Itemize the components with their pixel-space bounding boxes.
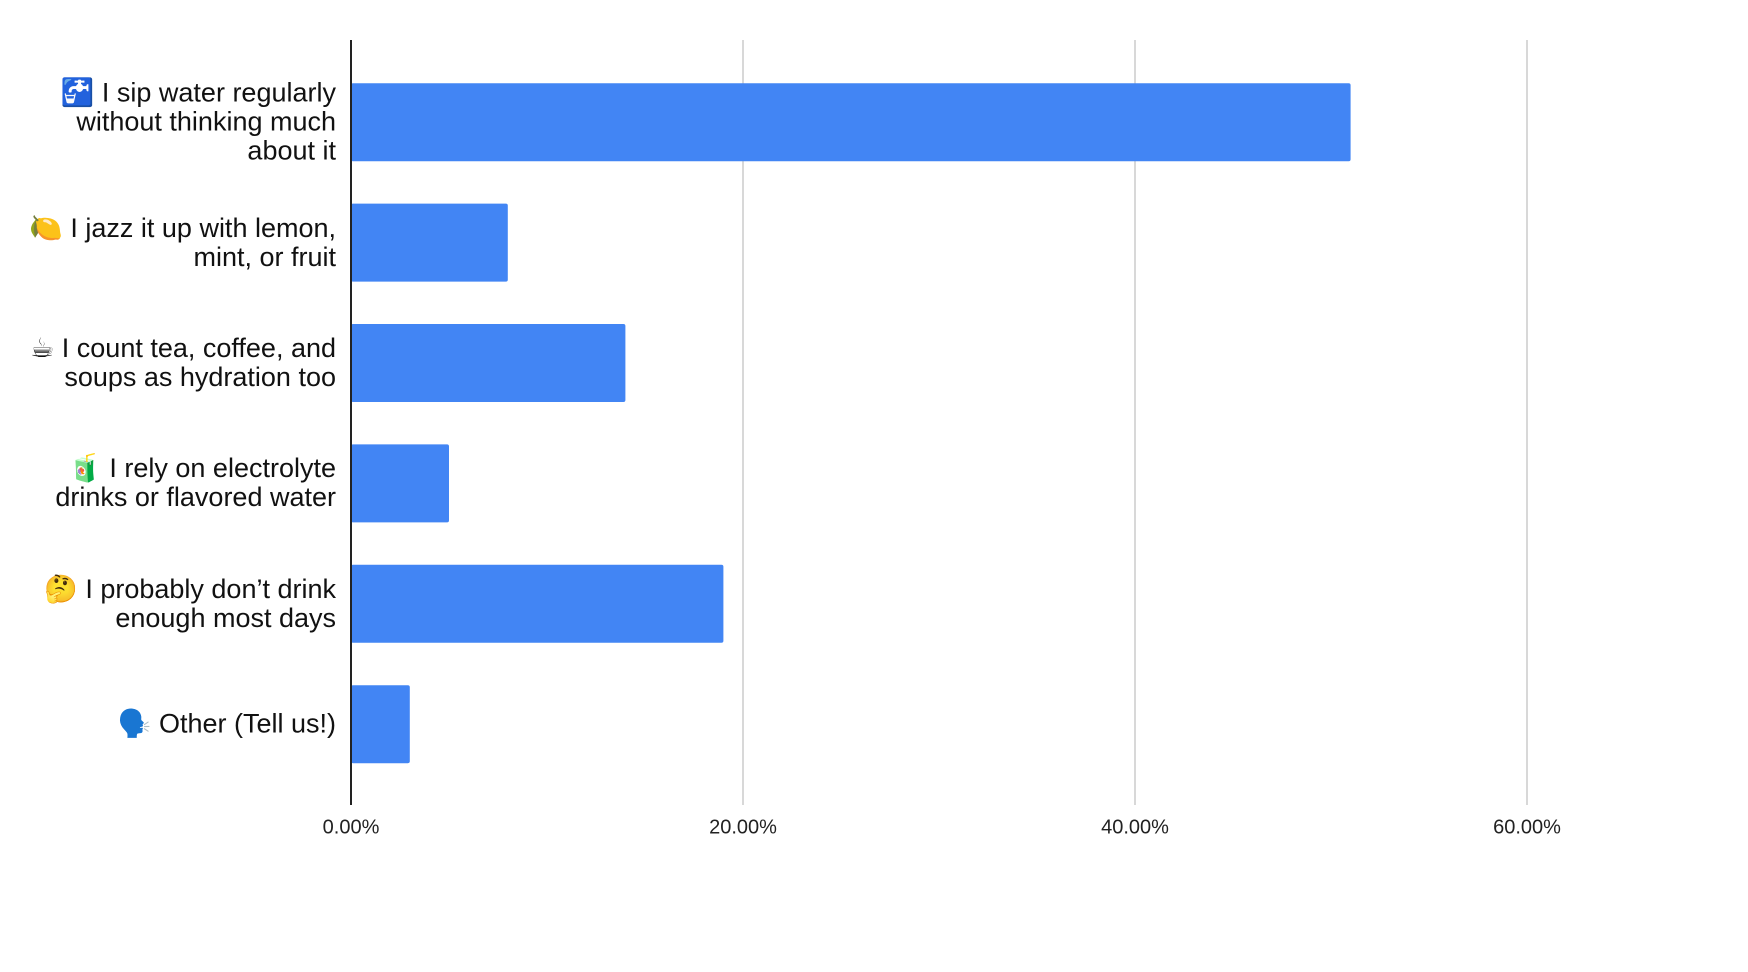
bar xyxy=(351,444,449,523)
bar xyxy=(351,564,724,643)
x-tick-label: 0.00% xyxy=(323,816,380,838)
y-tick-label: 🗣️ Other (Tell us!) xyxy=(117,708,336,739)
y-tick-label: ☕ I count tea, coffee, and soups as hydr… xyxy=(30,333,336,392)
y-tick-label: 🧃 I rely on electrolyte drinks or flavor… xyxy=(55,453,336,513)
x-tick-label: 60.00% xyxy=(1493,816,1561,838)
y-tick-label: 🍋 I jazz it up with lemon, mint, or frui… xyxy=(29,212,336,272)
y-tick-label: 🚰 I sip water regularly without thinking… xyxy=(60,77,336,166)
bar xyxy=(351,685,410,764)
bar xyxy=(351,324,626,402)
y-tick-label: 🤔 I probably don’t drink enough most day… xyxy=(44,573,336,633)
bar xyxy=(351,203,508,282)
x-tick-label: 40.00% xyxy=(1101,816,1169,838)
x-tick-label: 20.00% xyxy=(709,816,777,838)
bar xyxy=(351,83,1351,162)
